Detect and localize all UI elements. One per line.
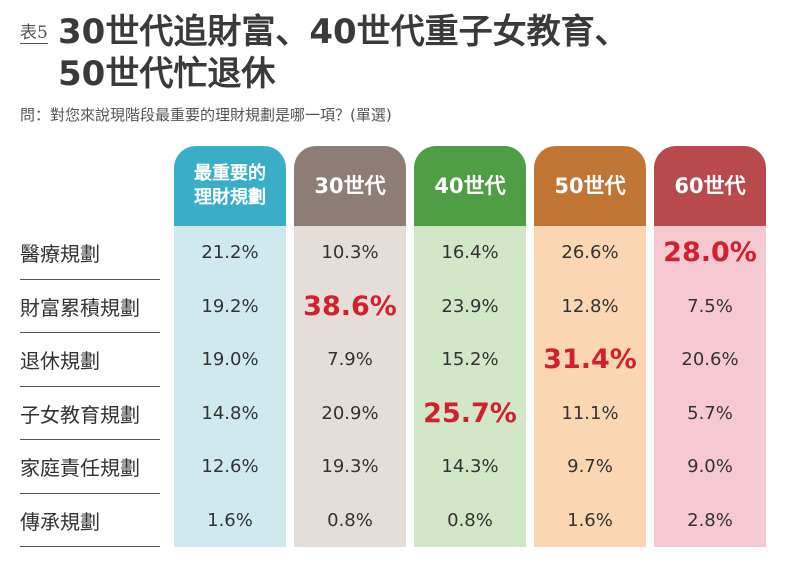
column-body: 26.6% 12.8% 31.4% 11.1% 9.7% 1.6% [534,226,646,547]
value-cell: 20.6% [681,349,739,371]
row-divider [20,492,160,494]
value-cell: 14.3% [441,456,499,478]
row-divider [20,332,160,333]
column-header-label: 40世代 [434,173,506,198]
value-cell: 9.0% [687,456,733,478]
value-cell: 19.3% [321,456,379,478]
row-label: 家庭責任規劃 [20,456,140,481]
highlighted-value-cell: 38.6% [303,290,397,322]
value-cell: 7.5% [687,295,733,317]
value-cell: 21.2% [201,242,259,264]
value-cell: 11.1% [561,402,619,424]
row-divider [20,439,160,440]
column-body: 16.4% 23.9% 15.2% 25.7% 14.3% 0.8% [414,226,526,547]
column-body: 21.2% 19.2% 19.0% 14.8% 12.6% 1.6% [174,226,286,547]
column-body: 10.3% 38.6% 7.9% 20.9% 19.3% 0.8% [294,226,406,547]
value-cell: 16.4% [441,242,499,264]
value-cell: 1.6% [207,509,253,531]
value-cell: 2.8% [687,509,733,531]
value-cell: 19.2% [201,295,259,317]
value-cell: 20.9% [321,402,379,424]
value-cell: 10.3% [321,242,379,264]
column-body: 28.0% 7.5% 20.6% 5.7% 9.0% 2.8% [654,226,766,547]
table-number-label: 表5 [20,23,48,44]
value-cell: 12.8% [561,295,619,317]
column-header-label: 60世代 [674,173,746,198]
row-label: 子女教育規劃 [20,402,140,427]
column-header-label: 30世代 [314,173,386,198]
row-label: 傳承規劃 [20,509,100,534]
row-divider [20,546,160,547]
row-divider [20,385,160,387]
header-column-main: 最重要的 理財規劃 [174,146,286,226]
value-cell: 19.0% [201,349,259,371]
value-cell: 26.6% [561,242,619,264]
value-cell: 12.6% [201,456,259,478]
header-column-30s: 30世代 [294,146,406,226]
header-column-60s: 60世代 [654,146,766,226]
row-label: 醫療規劃 [20,242,100,267]
row-label: 退休規劃 [20,349,100,374]
value-cell: 1.6% [567,509,613,531]
value-cell: 9.7% [567,456,613,478]
value-cell: 0.8% [327,509,373,531]
highlighted-value-cell: 31.4% [543,344,637,376]
value-cell: 23.9% [441,295,499,317]
column-header-label: 50世代 [554,173,626,198]
page-title-line-1: 30世代追財富、40世代重子女教育、 [58,12,629,52]
header-column-40s: 40世代 [414,146,526,226]
value-cell: 0.8% [447,509,493,531]
survey-question: 問：對您來說現階段最重要的理財規劃是哪一項？(單選) [20,106,392,124]
highlighted-value-cell: 25.7% [423,397,517,429]
value-cell: 14.8% [201,402,259,424]
highlighted-value-cell: 28.0% [663,237,757,269]
page-title-line-2: 50世代忙退休 [58,54,276,94]
row-label: 財富累積規劃 [20,295,140,320]
row-divider [20,278,160,280]
column-header-label: 最重要的 理財規劃 [194,163,266,208]
value-cell: 7.9% [327,349,373,371]
value-cell: 5.7% [687,402,733,424]
value-cell: 15.2% [441,349,499,371]
header-column-50s: 50世代 [534,146,646,226]
